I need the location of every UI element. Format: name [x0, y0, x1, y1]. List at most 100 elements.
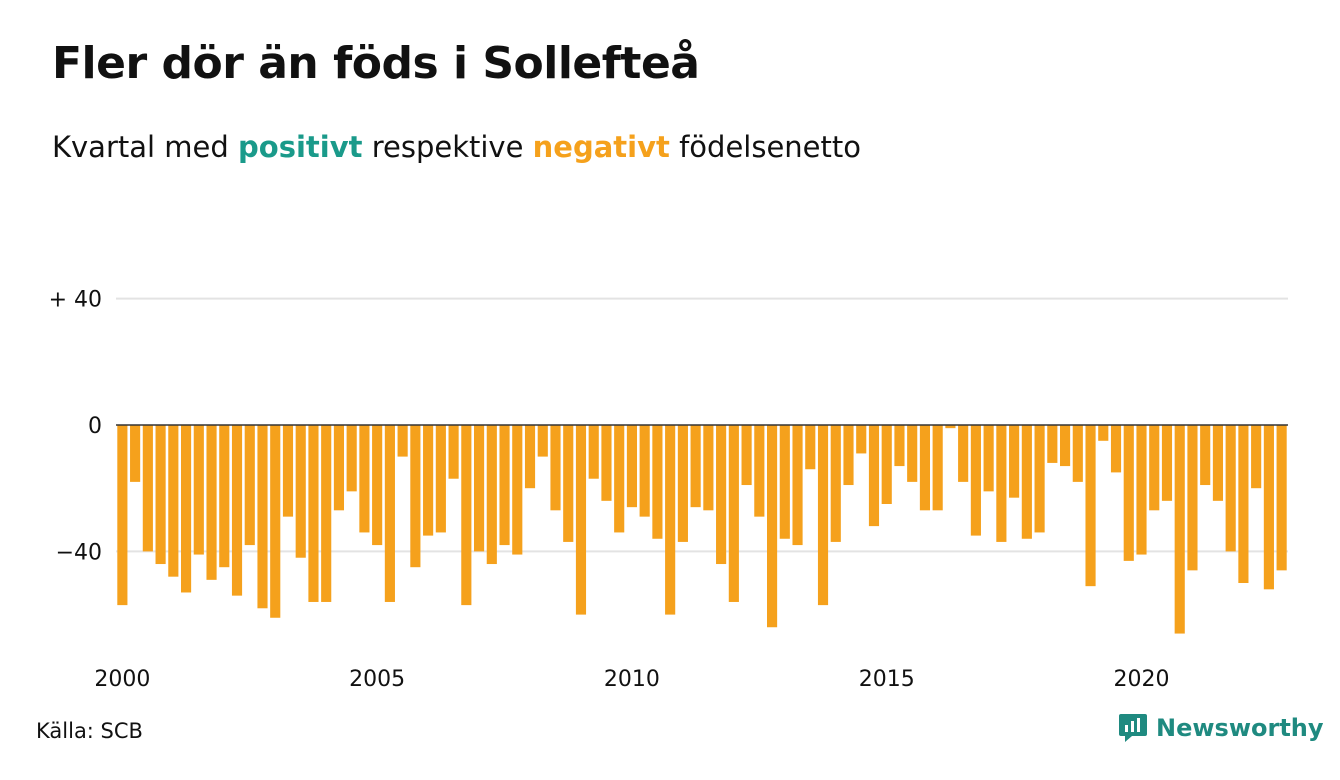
bar	[601, 425, 612, 501]
bar	[843, 425, 854, 486]
bar	[1174, 425, 1185, 634]
bar	[614, 425, 625, 533]
x-tick-label: 2010	[604, 667, 660, 692]
bar	[716, 425, 727, 565]
bar	[575, 425, 587, 615]
bar	[728, 425, 739, 602]
bar	[295, 425, 306, 558]
tick-labels: + 40 0 −40 2000 2005 2010 2015 2020	[49, 288, 1170, 692]
bar	[512, 425, 523, 555]
bar	[1123, 425, 1134, 561]
bar	[996, 425, 1007, 542]
x-tick-label: 2005	[349, 667, 405, 692]
subtitle-prefix: Kvartal med	[52, 130, 239, 164]
chart-title: Fler dör än föds i Sollefteå	[52, 38, 700, 89]
bar	[830, 425, 841, 542]
bar	[308, 425, 319, 602]
bar	[958, 425, 969, 482]
bar	[1072, 425, 1083, 482]
subtitle-positive-word: positivt	[238, 130, 363, 164]
bar	[244, 425, 255, 546]
bar	[384, 425, 395, 602]
bar	[919, 425, 931, 511]
bar	[1085, 425, 1096, 587]
bar	[435, 425, 446, 533]
bar	[677, 425, 688, 542]
bar	[639, 425, 650, 517]
brand-name: Newsworthy	[1156, 714, 1324, 742]
bar	[1161, 425, 1173, 501]
x-tick-label: 2020	[1114, 667, 1170, 692]
y-tick-label: + 40	[49, 288, 102, 313]
newsworthy-icon	[1119, 714, 1147, 742]
bar	[1149, 425, 1160, 511]
bar	[1021, 425, 1032, 539]
bar	[856, 425, 867, 454]
bar	[563, 425, 574, 542]
bar	[881, 425, 892, 504]
bar	[970, 425, 981, 536]
bars	[117, 425, 1287, 634]
bar	[1212, 425, 1224, 501]
bar	[894, 425, 905, 467]
bar	[1060, 425, 1071, 467]
bar	[767, 425, 778, 628]
bar-chart: + 40 0 −40 2000 2005 2010 2015 2020	[49, 288, 1288, 692]
bar	[359, 425, 370, 533]
bar	[321, 425, 332, 602]
bar	[168, 425, 179, 577]
bar	[282, 425, 294, 517]
bar	[257, 425, 268, 609]
bar	[792, 425, 803, 546]
bar	[193, 425, 204, 555]
bar	[181, 425, 192, 593]
bar	[142, 425, 153, 552]
x-tick-label: 2015	[859, 667, 915, 692]
bar	[270, 425, 281, 618]
bar	[1098, 425, 1109, 441]
bar	[231, 425, 243, 596]
y-tick-label: 0	[88, 414, 102, 439]
bar	[346, 425, 357, 492]
bar	[626, 425, 638, 508]
bar	[524, 425, 536, 489]
bar	[945, 425, 956, 429]
bar	[1263, 425, 1274, 590]
bar	[588, 425, 599, 479]
bar	[423, 425, 434, 536]
bar	[1238, 425, 1249, 583]
bar	[372, 425, 383, 546]
bar	[206, 425, 217, 580]
bar	[1225, 425, 1236, 552]
bar	[907, 425, 918, 482]
subtitle-middle: respektive	[362, 130, 533, 164]
bar	[1251, 425, 1262, 489]
bar	[1276, 425, 1287, 571]
brand-logo[interactable]: Newsworthy	[1118, 712, 1324, 744]
bar	[499, 425, 510, 546]
bar	[448, 425, 459, 479]
bar	[1047, 425, 1058, 463]
bar	[983, 425, 994, 492]
bar	[690, 425, 701, 508]
bar	[117, 425, 128, 606]
bar	[130, 425, 141, 482]
bar	[333, 425, 345, 511]
bar	[486, 425, 497, 565]
bar	[817, 425, 829, 606]
bar	[1187, 425, 1198, 571]
bar	[1034, 425, 1045, 533]
bar	[805, 425, 816, 470]
bar	[410, 425, 421, 568]
bar	[1136, 425, 1147, 555]
bar	[754, 425, 765, 517]
bar	[1200, 425, 1211, 486]
bar	[932, 425, 943, 511]
bar	[1110, 425, 1122, 473]
bar	[219, 425, 230, 568]
bar	[741, 425, 752, 486]
bar	[868, 425, 880, 527]
x-tick-label: 2000	[94, 667, 150, 692]
bar	[665, 425, 676, 615]
subtitle-negative-word: negativt	[532, 130, 670, 164]
